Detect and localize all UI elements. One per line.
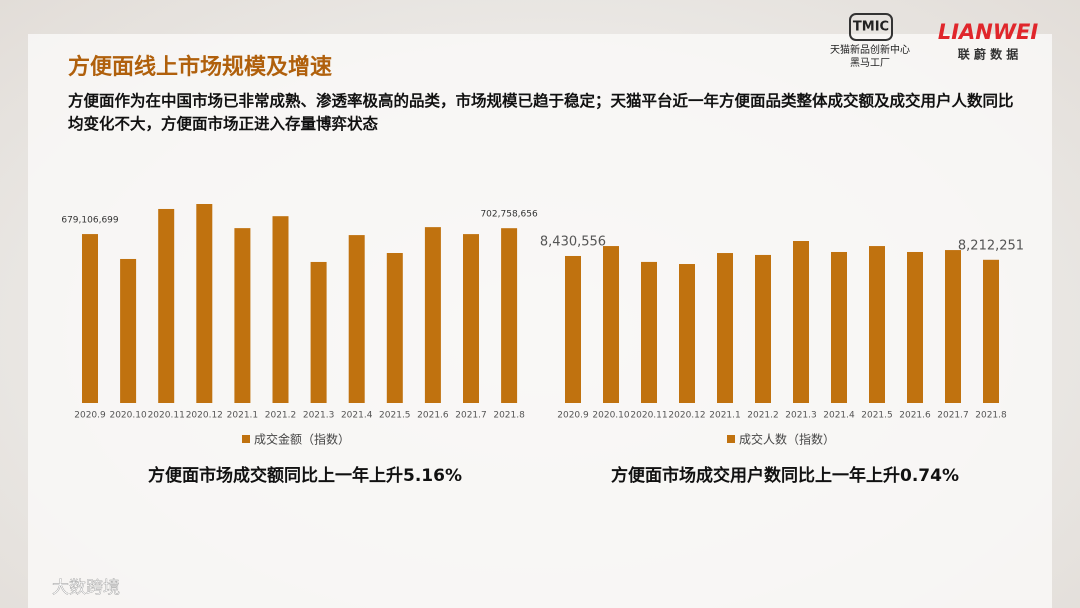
x-tick-label: 2021.5 — [379, 411, 411, 421]
title: 方便面线上市场规模及增速 — [68, 54, 332, 80]
bar — [869, 246, 885, 403]
tmic-logo: TMIC — [853, 20, 889, 35]
x-tick-label: 2021.7 — [937, 411, 969, 421]
bar — [120, 258, 137, 403]
x-tick-label: 2020.12 — [186, 411, 223, 421]
bar — [272, 216, 289, 403]
tmic-line: 天猫新品创新中心 — [830, 43, 910, 56]
bar — [501, 228, 518, 403]
x-tick-label: 2020.10 — [109, 411, 146, 421]
x-tick-label: 2021.8 — [493, 411, 525, 421]
x-tick-label: 2021.7 — [455, 411, 487, 421]
tmic-line: 黑马工厂 — [850, 57, 890, 69]
chart-caption: 方便面市场成交用户数同比上一年上升0.74% — [611, 465, 959, 486]
bar — [386, 253, 403, 403]
x-tick-label: 2020.9 — [74, 411, 106, 421]
bar — [196, 204, 213, 403]
bar — [565, 255, 581, 403]
bar — [831, 251, 847, 403]
legend-label: 成交金额（指数） — [254, 432, 350, 447]
legend-label: 成交人数（指数） — [739, 432, 835, 447]
bar — [945, 250, 961, 403]
x-tick-label: 2021.6 — [417, 411, 449, 421]
bar — [463, 234, 479, 403]
x-tick-label: 2020.11 — [630, 411, 667, 421]
chart-caption: 方便面市场成交额同比上一年上升5.16% — [148, 465, 462, 486]
value-label: 679,106,699 — [61, 216, 119, 226]
x-tick-label: 2021.1 — [227, 411, 259, 421]
tmic-box — [849, 13, 893, 41]
bar — [793, 241, 809, 403]
x-tick-label: 2021.3 — [785, 411, 817, 421]
bar — [717, 253, 733, 403]
value-label: 8,430,556 — [540, 234, 606, 249]
x-tick-label: 2021.2 — [265, 411, 297, 421]
x-tick-label: 2020.9 — [557, 411, 589, 421]
legend-swatch — [727, 435, 735, 443]
bar — [424, 227, 441, 403]
subtitle: 方便面作为在中国市场已非常成熟、渗透率极高的品类，市场规模已趋于稳定；天猫平台近… — [68, 92, 1014, 133]
value-label: 702,758,656 — [480, 210, 538, 220]
bar — [755, 254, 771, 403]
lianwei-cn: 联 蔚 数 据 — [958, 47, 1019, 62]
x-tick-label: 2021.4 — [823, 411, 855, 421]
bar — [310, 261, 327, 403]
x-tick-label: 2021.5 — [861, 411, 893, 421]
x-tick-label: 2021.1 — [709, 411, 741, 421]
x-tick-label: 2021.6 — [899, 411, 931, 421]
watermark: 大数跨境 — [52, 578, 120, 598]
bar — [679, 264, 695, 403]
bar — [82, 234, 98, 403]
bar — [603, 246, 619, 403]
bar — [348, 235, 365, 403]
x-tick-label: 2020.10 — [592, 411, 629, 421]
value-label: 8,212,251 — [958, 238, 1024, 253]
bar — [983, 259, 999, 403]
bar — [234, 228, 251, 403]
x-tick-label: 2021.8 — [975, 411, 1007, 421]
bar — [641, 261, 657, 403]
legend-swatch — [242, 435, 250, 443]
lianwei-logo: LIANWEI — [938, 20, 1039, 44]
x-tick-label: 2021.4 — [341, 411, 373, 421]
x-tick-label: 2021.3 — [303, 411, 335, 421]
x-tick-label: 2020.11 — [148, 411, 185, 421]
bar — [907, 251, 923, 403]
subtitle-box: 方便面作为在中国市场已非常成熟、渗透率极高的品类，市场规模已趋于稳定；天猫平台近… — [68, 92, 1014, 133]
x-tick-label: 2021.2 — [747, 411, 779, 421]
x-tick-label: 2020.12 — [668, 411, 705, 421]
bar — [158, 208, 175, 403]
